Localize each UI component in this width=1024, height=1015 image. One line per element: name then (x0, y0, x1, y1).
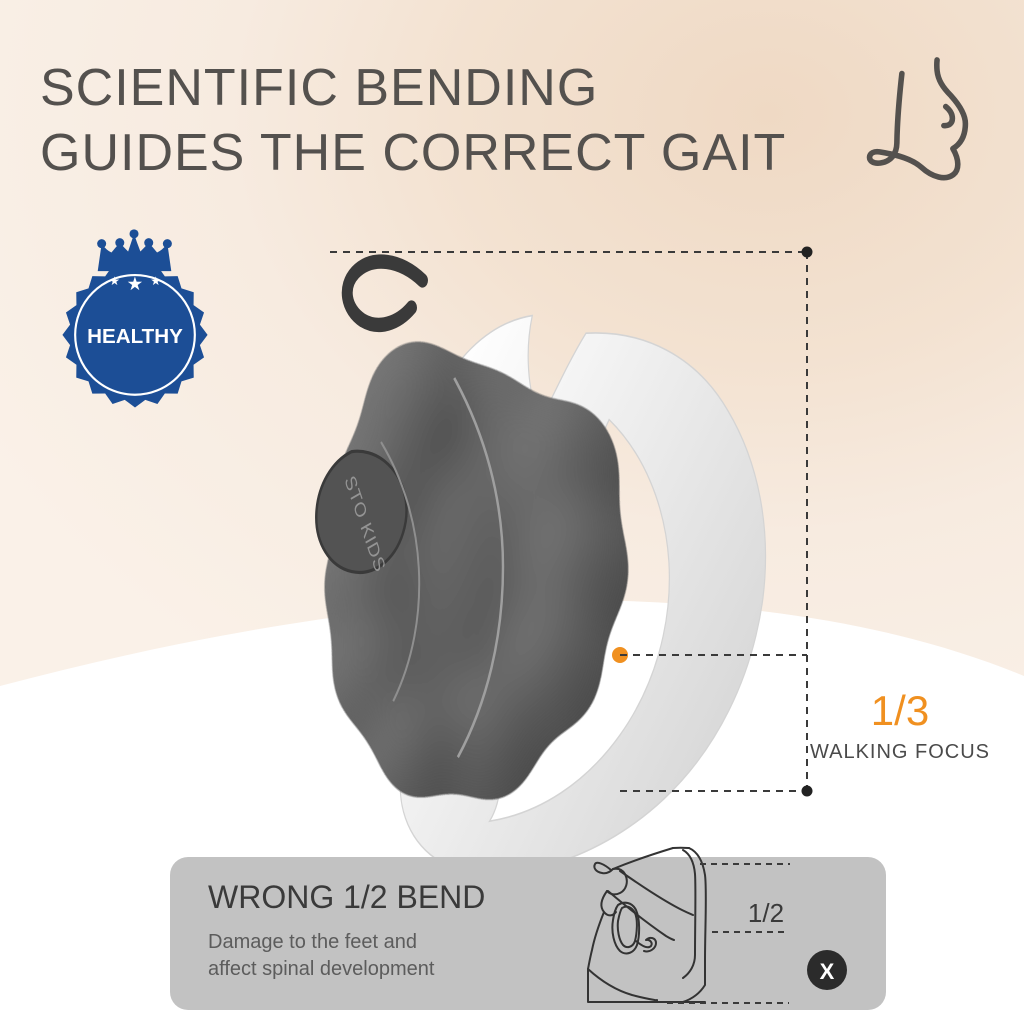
svg-text:★: ★ (109, 275, 120, 288)
svg-text:1/3: 1/3 (871, 687, 929, 734)
svg-text:HEALTHY: HEALTHY (87, 325, 183, 348)
svg-text:★: ★ (127, 273, 144, 294)
svg-text:1/2: 1/2 (748, 898, 784, 928)
svg-text:WALKING FOCUS: WALKING FOCUS (810, 741, 990, 763)
svg-text:★: ★ (150, 275, 161, 288)
svg-text:X: X (820, 959, 835, 984)
